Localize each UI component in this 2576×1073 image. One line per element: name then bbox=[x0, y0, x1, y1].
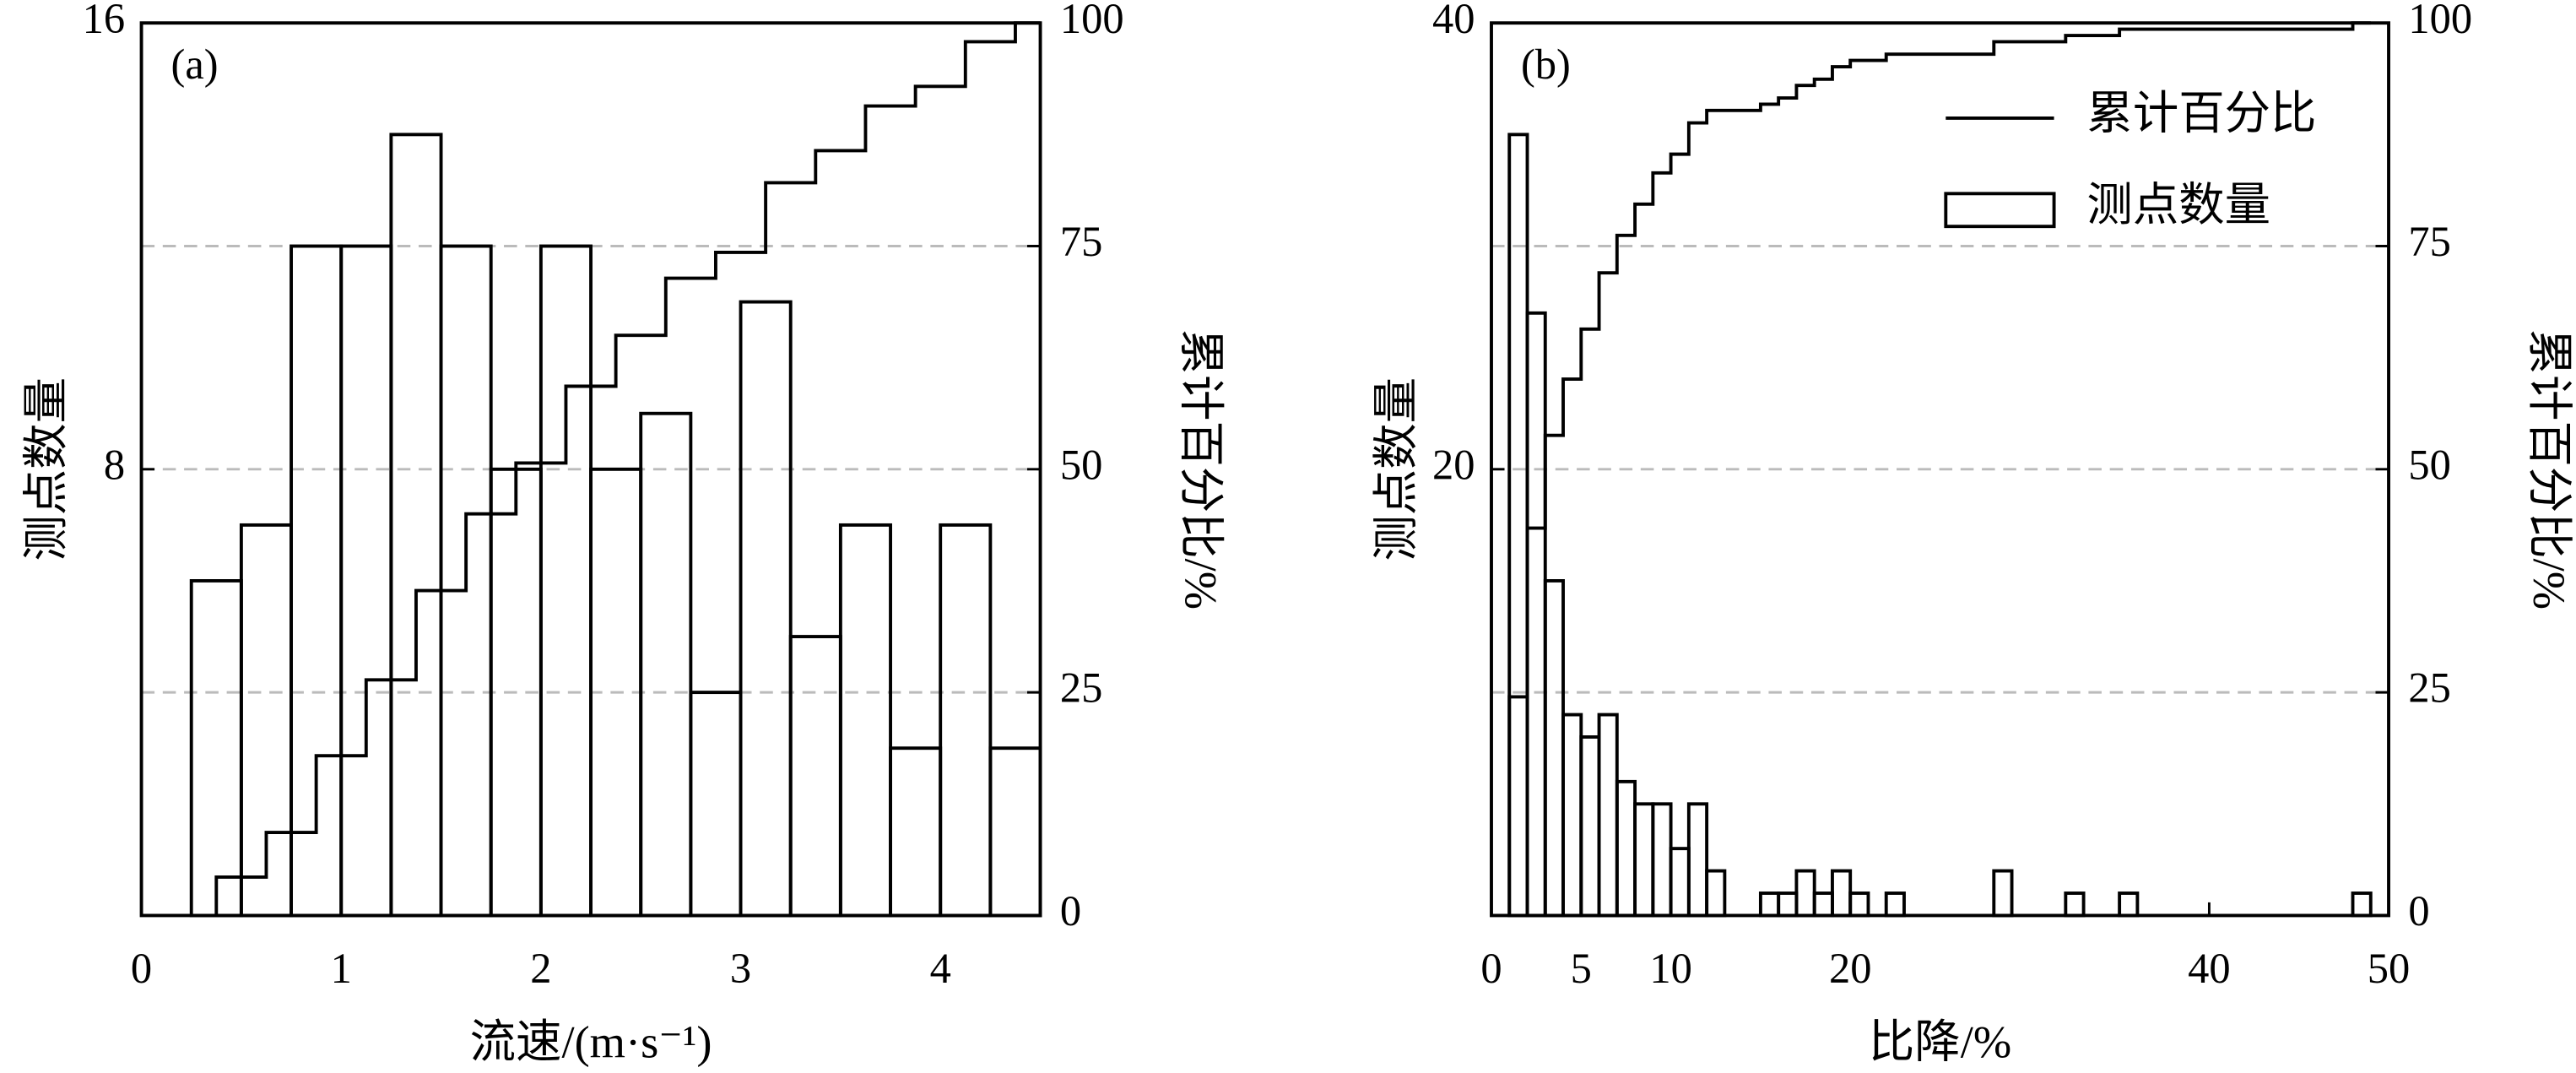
y-tick-label: 8 bbox=[104, 441, 125, 488]
y2-tick-label: 0 bbox=[1060, 887, 1081, 935]
x-tick-label: 40 bbox=[2188, 945, 2231, 992]
bar bbox=[739, 300, 793, 918]
cumulative-line bbox=[1507, 21, 2371, 916]
x-tick-label: 20 bbox=[1829, 945, 1872, 992]
legend-label: 累计百分比 bbox=[2086, 88, 2316, 138]
y2-axis-label: 累计百分比/% bbox=[1176, 329, 1226, 610]
bar bbox=[1848, 891, 1870, 918]
bar bbox=[1507, 133, 1529, 918]
x-tick-label: 50 bbox=[2368, 945, 2411, 992]
bar bbox=[1579, 735, 1601, 918]
y2-tick-label: 50 bbox=[2408, 441, 2451, 488]
bar bbox=[1597, 713, 1619, 918]
legend-label: 测点数量 bbox=[2086, 180, 2270, 230]
bar bbox=[389, 133, 443, 918]
panel-label: (a) bbox=[171, 41, 219, 88]
y2-axis-label: 累计百分比/% bbox=[2524, 329, 2574, 610]
bar bbox=[1543, 579, 1565, 918]
plot-frame bbox=[1490, 21, 2390, 918]
bar bbox=[2064, 891, 2086, 918]
y2-tick-label: 0 bbox=[2408, 887, 2429, 935]
bar bbox=[1831, 869, 1853, 918]
plot-frame bbox=[139, 21, 1042, 918]
y2-tick-label: 25 bbox=[2408, 664, 2451, 712]
bar bbox=[1525, 311, 1547, 918]
bar bbox=[838, 523, 892, 918]
bar bbox=[1633, 802, 1655, 918]
x-tick-label: 0 bbox=[1480, 945, 1502, 992]
bar bbox=[1794, 869, 1816, 918]
x-tick-label: 4 bbox=[930, 945, 951, 992]
y2-tick-label: 75 bbox=[1060, 218, 1103, 265]
x-tick-label: 10 bbox=[1649, 945, 1692, 992]
y-axis-label: 测点数量 bbox=[21, 377, 72, 561]
bar bbox=[689, 691, 743, 918]
legend-swatch bbox=[1944, 192, 2056, 229]
y2-tick-label: 25 bbox=[1060, 664, 1103, 712]
y2-tick-label: 100 bbox=[2408, 0, 2472, 42]
bar bbox=[1561, 713, 1583, 918]
y-tick-label: 40 bbox=[1432, 0, 1475, 42]
bar bbox=[1651, 802, 1673, 918]
x-tick-label: 1 bbox=[331, 945, 352, 992]
bar bbox=[189, 579, 243, 918]
x-axis-label: 流速/(m·s⁻¹) bbox=[470, 1016, 712, 1067]
bar bbox=[1812, 891, 1834, 918]
y-tick-label: 20 bbox=[1432, 441, 1475, 488]
bar bbox=[1758, 891, 1781, 918]
y-axis-label: 测点数量 bbox=[1372, 377, 1422, 561]
x-tick-label: 5 bbox=[1571, 945, 1592, 992]
y2-tick-label: 100 bbox=[1060, 0, 1124, 42]
bar bbox=[339, 244, 393, 918]
bar bbox=[988, 746, 1042, 918]
bar bbox=[788, 635, 842, 918]
bar bbox=[538, 244, 593, 918]
x-tick-label: 3 bbox=[730, 945, 751, 992]
bar bbox=[1686, 802, 1709, 918]
panel-label: (b) bbox=[1521, 41, 1571, 88]
y2-tick-label: 75 bbox=[2408, 218, 2451, 265]
cumulative-line bbox=[214, 21, 1041, 916]
bar bbox=[1615, 779, 1637, 918]
bar bbox=[2351, 891, 2373, 918]
bar bbox=[639, 411, 693, 918]
x-tick-label: 2 bbox=[530, 945, 551, 992]
bar bbox=[1669, 847, 1691, 918]
bar bbox=[1705, 869, 1727, 918]
bar bbox=[1777, 891, 1799, 918]
x-tick-label: 0 bbox=[131, 945, 152, 992]
x-axis-label: 比降/% bbox=[1869, 1016, 2011, 1067]
bar bbox=[2118, 891, 2140, 918]
bar bbox=[939, 523, 993, 918]
bar bbox=[1884, 891, 1906, 918]
y-tick-label: 16 bbox=[83, 0, 126, 42]
bar bbox=[889, 746, 943, 918]
bar bbox=[1992, 869, 2014, 918]
y2-tick-label: 50 bbox=[1060, 441, 1103, 488]
